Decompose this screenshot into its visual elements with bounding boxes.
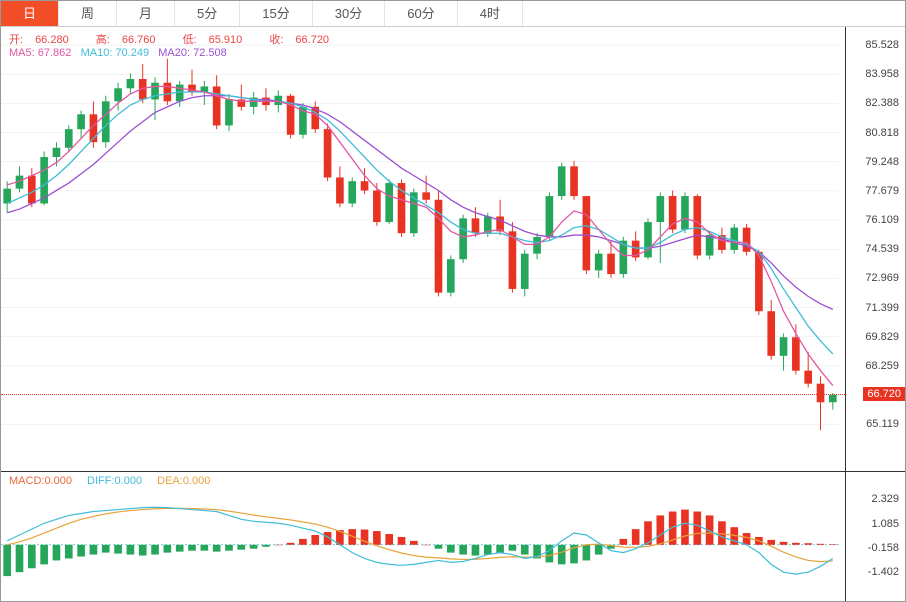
timeframe-tab-2[interactable]: 月	[117, 1, 175, 26]
price-ytick: 65.119	[866, 418, 899, 430]
macd-plot[interactable]: MACD:0.000 DIFF:0.000 DEA:0.000	[1, 472, 845, 601]
price-plot[interactable]: 开:66.280 高:66.760 低:65.910 收:66.720 MA5:…	[1, 27, 845, 471]
price-ytick: 76.109	[865, 214, 899, 226]
timeframe-tabs: 日周月5分15分30分60分4时	[1, 1, 905, 27]
price-ytick: 85.528	[865, 39, 899, 51]
timeframe-tab-4[interactable]: 15分	[240, 1, 312, 26]
timeframe-tab-7[interactable]: 4时	[458, 1, 523, 26]
timeframe-tab-6[interactable]: 60分	[385, 1, 457, 26]
price-ytick: 82.388	[865, 97, 899, 109]
macd-ytick: -1.402	[868, 566, 899, 578]
macd-ytick: -0.158	[868, 542, 899, 554]
price-ytick: 71.399	[865, 302, 899, 314]
macd-ytick: 1.085	[871, 518, 899, 530]
price-svg	[1, 27, 839, 445]
timeframe-tab-0[interactable]: 日	[1, 1, 59, 26]
price-ytick: 80.818	[865, 127, 899, 139]
close-price-line	[1, 394, 845, 395]
price-ytick: 69.829	[865, 331, 899, 343]
price-ytick: 72.969	[865, 272, 899, 284]
price-ytick: 68.259	[865, 360, 899, 372]
chart-container: 日周月5分15分30分60分4时 开:66.280 高:66.760 低:65.…	[0, 0, 906, 602]
macd-svg	[1, 472, 839, 580]
price-ytick: 77.679	[865, 185, 899, 197]
price-y-axis: 85.528 83.958 82.388 80.818 79.248 77.679 76.1…	[845, 27, 905, 471]
timeframe-tab-1[interactable]: 周	[59, 1, 117, 26]
timeframe-tab-5[interactable]: 30分	[313, 1, 385, 26]
price-ytick: 79.248	[865, 156, 899, 168]
close-price-marker: 66.720	[863, 387, 905, 401]
price-ytick: 74.539	[865, 243, 899, 255]
timeframe-tab-3[interactable]: 5分	[175, 1, 240, 26]
macd-panel: MACD:0.000 DIFF:0.000 DEA:0.000 2.329 1.0…	[1, 471, 905, 601]
price-ytick: 83.958	[865, 68, 899, 80]
macd-ytick: 2.329	[871, 493, 899, 505]
price-chart-panel: 开:66.280 高:66.760 低:65.910 收:66.720 MA5:…	[1, 27, 905, 471]
macd-y-axis: 2.329 1.085 -0.158 -1.402	[845, 472, 905, 601]
